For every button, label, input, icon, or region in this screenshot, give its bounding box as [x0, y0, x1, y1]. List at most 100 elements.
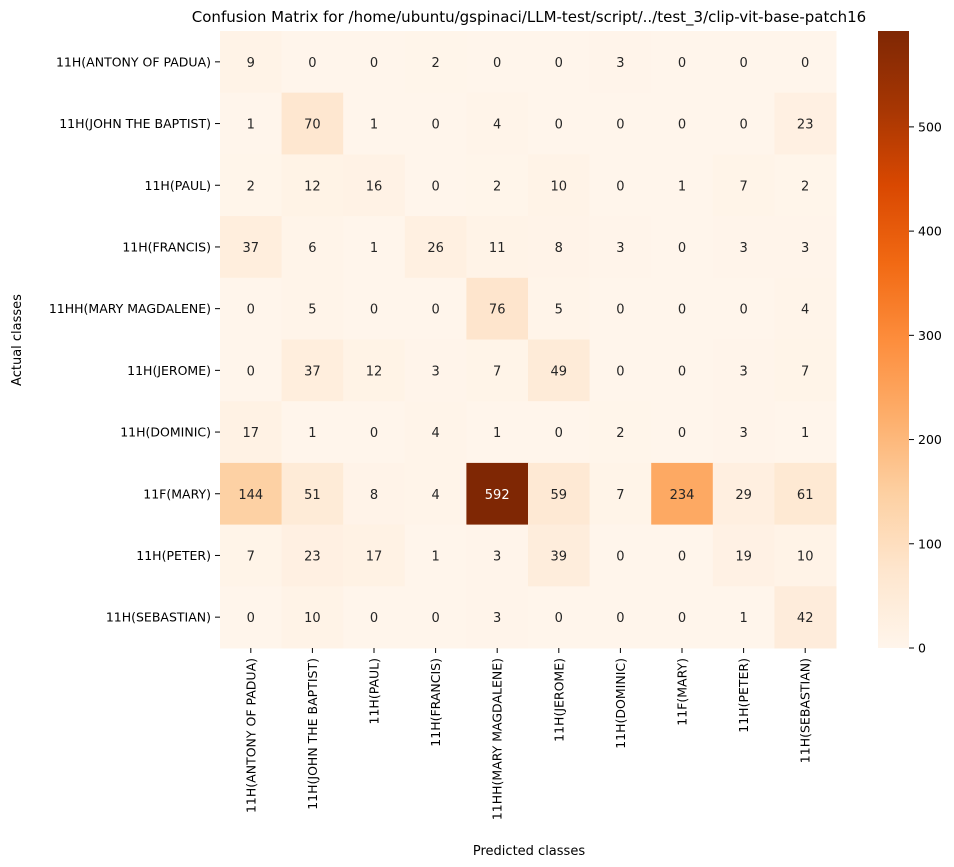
heatmap-cell-r4-c0 [220, 277, 283, 340]
cell-value-r3-c6: 3 [616, 241, 624, 256]
heatmap-cell-r4-c1 [281, 277, 344, 340]
heatmap-cell-r2-c2 [343, 154, 406, 217]
heatmap-cell-r2-c4 [466, 154, 529, 217]
cell-value-r8-c6: 0 [616, 549, 624, 564]
colorbar-tick-label: 200 [918, 432, 942, 447]
cell-value-r2-c1: 12 [304, 179, 321, 194]
heatmap-cell-r2-c6 [589, 154, 652, 217]
heatmap-cell-r1-c2 [343, 92, 406, 155]
heatmap-cell-r0-c4 [466, 31, 529, 94]
cell-value-r3-c1: 6 [308, 241, 316, 256]
y-axis-label: Actual classes [10, 294, 25, 386]
y-tick-label: 11HH(MARY MAGDALENE) [49, 301, 211, 316]
cell-value-r5-c0: 0 [247, 364, 255, 379]
y-tick-label: 11H(FRANCIS) [122, 239, 211, 254]
heatmap-cell-r6-c2 [343, 401, 406, 464]
heatmap-cell-r7-c0 [220, 462, 283, 526]
heatmap-cell-r6-c9 [774, 401, 837, 464]
heatmap-cell-r8-c1 [281, 524, 344, 587]
cell-value-r0-c5: 0 [555, 56, 563, 71]
heatmap-cell-r3-c7 [651, 216, 714, 279]
cell-value-r4-c9: 4 [801, 303, 809, 318]
heatmap-cell-r9-c4 [466, 586, 529, 649]
heatmap-cell-r9-c8 [712, 586, 775, 649]
heatmap-cell-r0-c0 [220, 31, 283, 94]
heatmap-cell-r7-c7 [651, 462, 714, 526]
cell-value-r2-c5: 10 [551, 179, 568, 194]
heatmap-cell-r6-c5 [528, 401, 591, 464]
y-tick-label: 11F(MARY) [143, 486, 211, 501]
heatmap-cell-r4-c3 [404, 277, 467, 340]
heatmap-cell-r7-c2 [343, 462, 406, 526]
heatmap-cell-r8-c8 [712, 524, 775, 587]
cell-value-r6-c3: 4 [431, 426, 439, 441]
heatmap-cell-r9-c5 [528, 586, 591, 649]
heatmap-cell-r6-c4 [466, 401, 529, 464]
cell-value-r7-c9: 61 [797, 488, 814, 503]
heatmap-cell-r0-c1 [281, 31, 344, 94]
heatmap-cell-r5-c3 [404, 339, 467, 402]
heatmap-cells [220, 31, 837, 649]
cell-value-r1-c4: 4 [493, 118, 501, 133]
heatmap-cell-r0-c5 [528, 31, 591, 94]
cell-value-r4-c6: 0 [616, 303, 624, 318]
heatmap-cell-r1-c8 [712, 92, 775, 155]
y-tick-label: 11H(PETER) [136, 548, 211, 563]
heatmap-cell-r5-c9 [774, 339, 837, 402]
cell-value-r4-c0: 0 [247, 303, 255, 318]
cell-value-r8-c8: 19 [735, 549, 752, 564]
cell-value-r7-c8: 29 [735, 488, 752, 503]
cell-value-r5-c6: 0 [616, 364, 624, 379]
y-tick-label: 11H(JOHN THE BAPTIST) [59, 116, 211, 131]
heatmap-cell-r5-c0 [220, 339, 283, 402]
heatmap-cell-r4-c7 [651, 277, 714, 340]
cell-value-r4-c8: 0 [739, 303, 747, 318]
heatmap-cell-r5-c7 [651, 339, 714, 402]
cell-value-r5-c9: 7 [801, 364, 809, 379]
heatmap-cell-r7-c4 [466, 462, 529, 526]
cell-value-r9-c7: 0 [678, 611, 686, 626]
cell-value-r5-c5: 49 [551, 364, 568, 379]
chart-title: Confusion Matrix for /home/ubuntu/gspina… [192, 8, 866, 27]
cell-value-r7-c4: 592 [485, 488, 510, 503]
cell-value-r2-c4: 2 [493, 179, 501, 194]
cell-value-r5-c1: 37 [304, 364, 321, 379]
heatmap-cell-r1-c9 [774, 92, 837, 155]
heatmap-cell-r4-c6 [589, 277, 652, 340]
colorbar-tick-label: 100 [918, 536, 942, 551]
cell-value-r3-c5: 8 [555, 241, 563, 256]
cell-value-r6-c8: 3 [739, 426, 747, 441]
cell-value-r2-c7: 1 [678, 179, 686, 194]
heatmap-cell-r3-c2 [343, 216, 406, 279]
cell-value-r6-c7: 0 [678, 426, 686, 441]
heatmap-cell-r3-c0 [220, 216, 283, 279]
cell-value-r5-c7: 0 [678, 364, 686, 379]
heatmap-cell-r0-c3 [404, 31, 467, 94]
heatmap-cell-r5-c6 [589, 339, 652, 402]
heatmap-cell-r0-c8 [712, 31, 775, 94]
cell-value-r8-c2: 17 [366, 549, 383, 564]
heatmap-cell-r8-c0 [220, 524, 283, 587]
cell-value-r7-c7: 234 [670, 488, 695, 503]
cell-value-r7-c0: 144 [238, 488, 263, 503]
heatmap-cell-r5-c1 [281, 339, 344, 402]
heatmap-cell-r7-c9 [774, 462, 837, 526]
x-tick-label: 11H(ANTONY OF PADUA) [243, 658, 258, 813]
heatmap-cell-r3-c8 [712, 216, 775, 279]
heatmap-cell-r2-c3 [404, 154, 467, 217]
x-axis-label: Predicted classes [473, 844, 585, 859]
cell-value-r3-c2: 1 [370, 241, 378, 256]
cell-value-r0-c7: 0 [678, 56, 686, 71]
heatmap-cell-r1-c7 [651, 92, 714, 155]
heatmap-cell-r6-c8 [712, 401, 775, 464]
heatmap-cell-r8-c9 [774, 524, 837, 587]
cell-value-r4-c5: 5 [555, 303, 563, 318]
x-tick-label: 11H(SEBASTIAN) [798, 658, 813, 763]
cell-value-r5-c3: 3 [431, 364, 439, 379]
heatmap-cell-r3-c6 [589, 216, 652, 279]
x-tick-label: 11H(JOHN THE BAPTIST) [305, 658, 320, 810]
cell-value-r9-c3: 0 [431, 611, 439, 626]
heatmap-cell-r4-c8 [712, 277, 775, 340]
heatmap-cell-r0-c9 [774, 31, 837, 94]
heatmap-cell-r9-c1 [281, 586, 344, 649]
